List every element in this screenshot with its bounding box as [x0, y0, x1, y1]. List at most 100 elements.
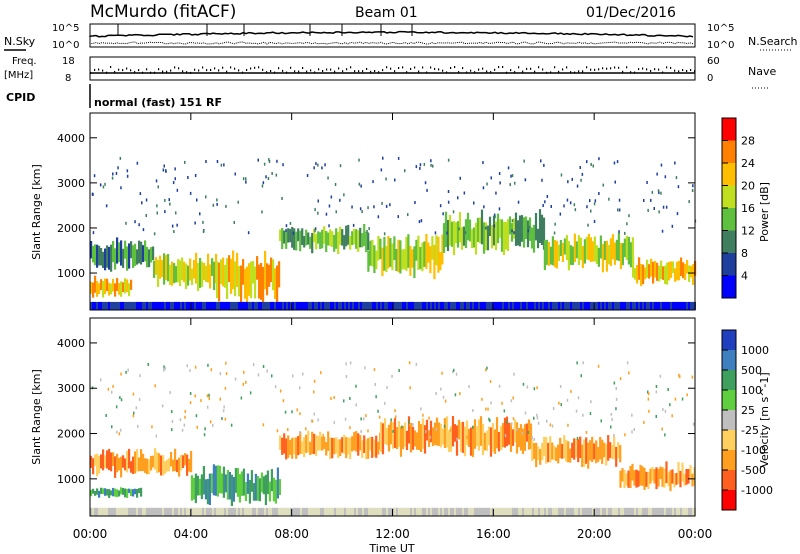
colorbar-swatch: [722, 185, 736, 208]
echo-cell: [357, 433, 360, 456]
echo-speck: [171, 428, 173, 432]
echo-speck: [401, 425, 403, 429]
echo-cell: [674, 268, 677, 282]
echo-cell: [536, 228, 540, 249]
nave-point: [534, 70, 536, 73]
echo-cell: [234, 468, 237, 493]
echo-speck: [513, 231, 515, 235]
echo-cell: [262, 476, 265, 495]
nave-point: [106, 71, 108, 74]
colorbar-swatch: [722, 163, 736, 186]
echo-speck: [93, 174, 96, 178]
ground-cell: [126, 301, 128, 310]
echo-cell: [460, 227, 464, 250]
echo-cell: [613, 242, 616, 265]
echo-cell: [196, 475, 199, 496]
echo-speck: [165, 169, 167, 173]
nave-point: [346, 68, 348, 71]
ground-cell: [254, 507, 256, 516]
ground-cell: [532, 507, 534, 516]
noise-left-bottom-label: 10^0: [52, 40, 79, 51]
echo-speck: [456, 437, 458, 441]
ground-cell: [566, 301, 568, 310]
echo-speck: [330, 195, 333, 199]
echo-speck: [195, 414, 198, 418]
ground-cell: [634, 507, 636, 516]
echo-speck: [667, 388, 669, 391]
echo-cell: [452, 221, 456, 256]
echo-cell: [264, 474, 267, 506]
echo-cell: [124, 488, 127, 498]
echo-speck: [368, 227, 370, 231]
echo-cell: [607, 244, 610, 265]
echo-speck: [202, 220, 204, 224]
nave-point: [342, 70, 344, 73]
echo-cell: [631, 463, 634, 481]
nave-point: [450, 67, 452, 69]
echo-speck: [549, 423, 552, 427]
ground-cell: [590, 507, 592, 516]
echo-cell: [333, 438, 336, 455]
nave-point: [418, 70, 420, 73]
echo-speck: [174, 177, 176, 181]
ground-cell: [376, 507, 378, 516]
echo-cell: [140, 449, 143, 472]
echo-speck: [424, 181, 427, 185]
ground-cell: [656, 301, 658, 310]
ground-cell: [662, 301, 664, 310]
echo-speck: [216, 202, 218, 206]
echo-cell: [524, 216, 528, 240]
ground-cell: [390, 301, 392, 310]
ground-cell: [424, 301, 426, 310]
ground-cell: [592, 301, 594, 310]
ground-cell: [514, 301, 516, 310]
nave-point: [206, 69, 208, 72]
ground-cell: [412, 507, 414, 516]
nave-point: [446, 71, 448, 74]
echo-speck: [691, 189, 694, 192]
ground-cell: [216, 301, 218, 310]
ground-cell: [646, 301, 648, 310]
ground-cell: [292, 301, 294, 310]
ground-cell: [422, 507, 424, 516]
echo-cell: [508, 216, 512, 235]
echo-cell: [567, 241, 570, 271]
velocity-echo-data: [90, 361, 696, 516]
ground-cell: [672, 301, 674, 310]
echo-cell: [591, 241, 594, 262]
echo-speck: [118, 432, 121, 436]
ground-cell: [346, 301, 348, 310]
echo-cell: [160, 455, 163, 476]
ground-cell: [674, 301, 676, 310]
nave-point: [590, 68, 592, 71]
ground-cell: [388, 507, 390, 516]
freq-label-1: Freq.: [12, 56, 37, 67]
echo-speck: [374, 383, 376, 386]
ground-cell: [196, 301, 198, 310]
echo-speck: [628, 371, 630, 375]
ground-cell: [500, 507, 502, 516]
ground-cell: [300, 301, 302, 310]
ground-cell: [412, 301, 414, 310]
echo-cell: [272, 477, 275, 502]
ground-cell: [556, 301, 558, 310]
nave-point: [338, 67, 340, 70]
echo-speck: [126, 169, 129, 173]
ground-cell: [104, 301, 106, 310]
echo-cell: [487, 426, 491, 446]
echo-cell: [505, 416, 509, 447]
echo-cell: [285, 438, 288, 460]
echo-speck: [415, 165, 418, 169]
ground-cell: [192, 507, 194, 516]
echo-cell: [199, 258, 202, 288]
echo-speck: [171, 420, 174, 423]
echo-speck: [537, 421, 540, 425]
echo-cell: [205, 265, 208, 282]
echo-speck: [225, 361, 227, 365]
echo-speck: [219, 372, 222, 376]
ground-cell: [294, 507, 296, 516]
ground-cell: [308, 301, 310, 310]
ground-cell: [486, 507, 488, 516]
nave-point: [258, 66, 260, 69]
echo-speck: [257, 158, 259, 162]
